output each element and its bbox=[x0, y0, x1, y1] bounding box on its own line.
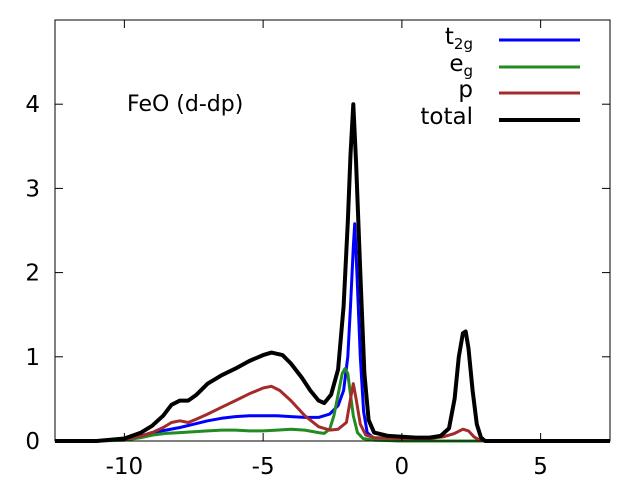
x-tick-label: -5 bbox=[252, 454, 275, 480]
y-tick-label: 0 bbox=[25, 429, 40, 455]
y-tick-label: 1 bbox=[25, 345, 40, 371]
legend-label-e: eg bbox=[449, 51, 473, 80]
plot-frame bbox=[54, 19, 611, 442]
x-tick-label: 0 bbox=[395, 454, 410, 480]
y-tick-label: 2 bbox=[25, 261, 40, 287]
series-line-t bbox=[55, 222, 610, 443]
legend-label-total: total bbox=[420, 104, 473, 130]
x-tick-label: -10 bbox=[106, 454, 144, 480]
series-layer bbox=[55, 102, 610, 443]
y-tick-label: 3 bbox=[25, 176, 40, 202]
chart-annotation: FeO (d-dp) bbox=[127, 92, 243, 117]
x-tick-label: 5 bbox=[533, 454, 548, 480]
series-line-e bbox=[55, 367, 610, 443]
y-tick-label: 4 bbox=[25, 92, 40, 118]
axis-layer: -10 -5 0 5 0 1 2 3 4 bbox=[25, 20, 610, 480]
series-line-total bbox=[55, 102, 610, 443]
legend-label-t: t2g bbox=[445, 24, 473, 53]
series-line-p bbox=[55, 382, 610, 443]
legend-label-p: p bbox=[458, 77, 473, 103]
